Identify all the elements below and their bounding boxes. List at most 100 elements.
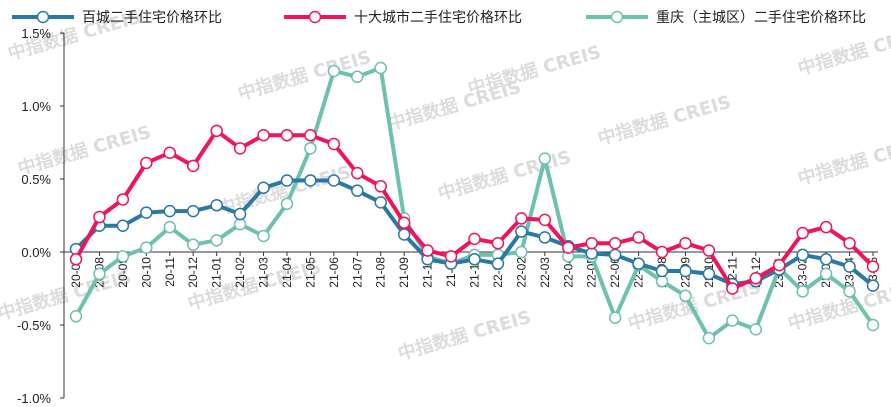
data-point: [491, 236, 505, 250]
data-point: [163, 220, 177, 234]
data-point: [280, 128, 294, 142]
data-point: [280, 174, 294, 187]
data-point: [866, 279, 880, 292]
data-point: [327, 137, 341, 151]
data-point: [843, 285, 856, 298]
data-point: [843, 260, 856, 273]
data-point: [374, 180, 387, 193]
data-point: [210, 199, 223, 212]
data-point: [515, 212, 528, 225]
data-point: [702, 331, 716, 345]
data-point: [93, 267, 106, 281]
x-tick-label: 22-02: [514, 257, 528, 288]
y-tick-label: -0.5%: [17, 318, 51, 333]
data-point: [257, 229, 270, 243]
data-point: [866, 260, 880, 273]
legend-item: 百城二手住宅价格环比: [12, 10, 222, 26]
data-point: [304, 142, 317, 155]
data-point: [93, 210, 106, 224]
data-point: [351, 70, 364, 84]
data-point: [585, 236, 598, 250]
data-point: [69, 309, 83, 323]
data-point: [327, 174, 341, 187]
data-point: [562, 241, 575, 254]
data-point: [655, 274, 669, 288]
data-point: [819, 267, 833, 281]
data-point: [796, 248, 809, 262]
x-tick-label: 20-10: [139, 257, 153, 288]
x-tick-label: 21-02: [233, 257, 247, 288]
data-point: [304, 128, 317, 142]
data-point: [819, 253, 833, 266]
y-tick-label: 0.5%: [21, 172, 51, 187]
data-point: [655, 264, 669, 278]
x-tick-label: 21-05: [303, 257, 317, 288]
data-point: [702, 244, 716, 257]
x-tick-label: 20-09: [116, 257, 130, 288]
watermark-text: 中指数据 CREIS: [0, 266, 133, 325]
legend-label: 重庆（主城区）二手住宅价格环比: [656, 10, 866, 26]
data-point: [491, 257, 505, 270]
data-point: [679, 264, 692, 278]
data-point: [444, 250, 458, 263]
legend: 百城二手住宅价格环比 十大城市二手住宅价格环比 重庆（主城区）二手住宅价格环比: [12, 9, 866, 26]
data-point: [468, 232, 481, 246]
series-1: [69, 124, 880, 295]
x-tick-label: 22-03: [538, 257, 552, 288]
data-point: [749, 323, 763, 336]
data-point: [351, 166, 364, 180]
legend-marker: [308, 10, 322, 24]
data-point: [186, 159, 200, 173]
data-point: [163, 204, 177, 218]
data-point: [538, 152, 552, 165]
data-point: [163, 146, 177, 159]
x-tick-label: 20-11: [163, 257, 177, 287]
data-point: [186, 238, 200, 251]
data-point: [116, 193, 130, 206]
data-point: [796, 226, 809, 240]
data-point: [397, 216, 411, 230]
data-point: [702, 267, 716, 281]
data-point: [304, 174, 317, 187]
y-tick-label: 0.0%: [21, 245, 51, 260]
legend-marker: [610, 10, 624, 24]
data-point: [140, 241, 153, 254]
data-point: [140, 156, 153, 170]
data-point: [866, 318, 880, 332]
data-point: [233, 142, 247, 155]
data-point: [655, 245, 669, 259]
x-tick-label: 21-07: [350, 257, 364, 288]
data-point: [796, 285, 809, 298]
data-point: [538, 231, 552, 244]
data-point: [726, 282, 739, 295]
data-point: [843, 236, 856, 250]
data-point: [515, 225, 528, 238]
data-point: [351, 184, 364, 197]
x-tick-label: 21-06: [327, 257, 341, 288]
data-point: [585, 247, 598, 260]
data-point: [819, 220, 833, 234]
x-tick-label: 21-09: [397, 257, 411, 288]
data-point: [538, 213, 552, 227]
data-point: [749, 272, 763, 285]
data-point: [116, 250, 130, 263]
x-tick-label: 22-04: [561, 257, 575, 288]
data-point: [679, 236, 692, 250]
data-point: [186, 204, 200, 218]
y-tick-label: 1.5%: [21, 26, 51, 41]
x-tick-label: 21-08: [374, 257, 388, 288]
x-tick-label: 21-03: [257, 257, 271, 288]
watermark-text: 中指数据 CREIS: [465, 41, 603, 100]
data-point: [210, 234, 223, 247]
data-point: [116, 219, 130, 232]
data-point: [632, 257, 645, 270]
data-point: [468, 253, 481, 266]
data-point: [327, 64, 341, 78]
legend-label: 百城二手住宅价格环比: [82, 10, 222, 26]
watermark-text: 中指数据 CREIS: [395, 306, 533, 365]
data-point: [233, 207, 247, 221]
data-point: [140, 206, 153, 219]
series-layer: [69, 61, 880, 345]
data-point: [257, 128, 270, 142]
